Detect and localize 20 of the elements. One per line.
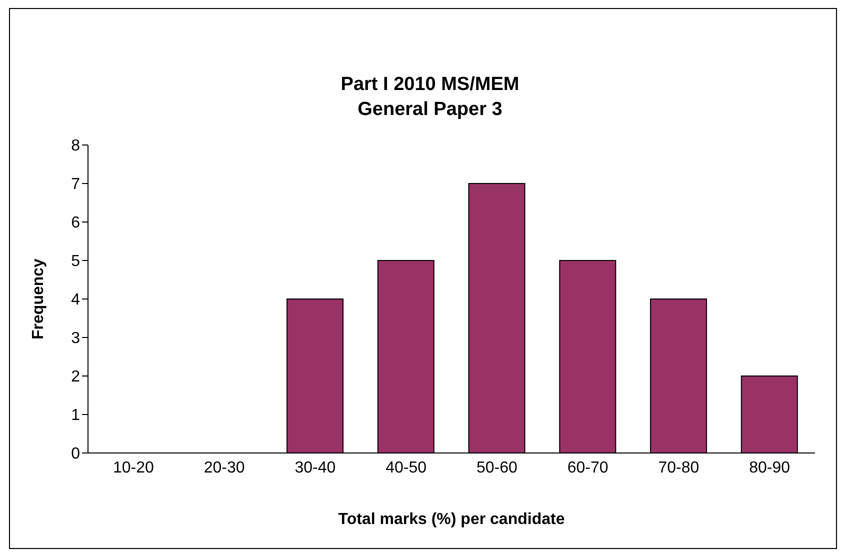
y-tick-label: 1 xyxy=(71,407,80,424)
x-axis-title: Total marks (%) per candidate xyxy=(337,511,566,529)
x-tick-label: 70-80 xyxy=(658,459,700,476)
y-axis-title: Frequency xyxy=(30,258,48,340)
y-tick-label: 4 xyxy=(71,292,80,309)
y-tick-label: 2 xyxy=(71,368,80,386)
y-tick-label: 5 xyxy=(71,253,80,270)
x-tick-label: 40-50 xyxy=(386,459,427,476)
y-tick-label: 6 xyxy=(71,214,80,232)
y-tick-label: 0 xyxy=(71,446,80,463)
x-tick-label: 10-20 xyxy=(112,459,154,476)
chart-title: Part I 2010 MS/MEM General Paper 3 xyxy=(340,73,520,122)
x-tick-label: 60-70 xyxy=(567,459,608,476)
y-tick-label: 3 xyxy=(71,330,80,348)
y-tick-label: 7 xyxy=(71,176,80,194)
x-tick-label: 20-30 xyxy=(204,459,245,476)
x-tick-label: 80-90 xyxy=(749,459,790,476)
y-tick-label: 8 xyxy=(71,138,80,155)
x-tick-label: 30-40 xyxy=(294,459,336,476)
x-tick-label: 50-60 xyxy=(476,459,518,476)
